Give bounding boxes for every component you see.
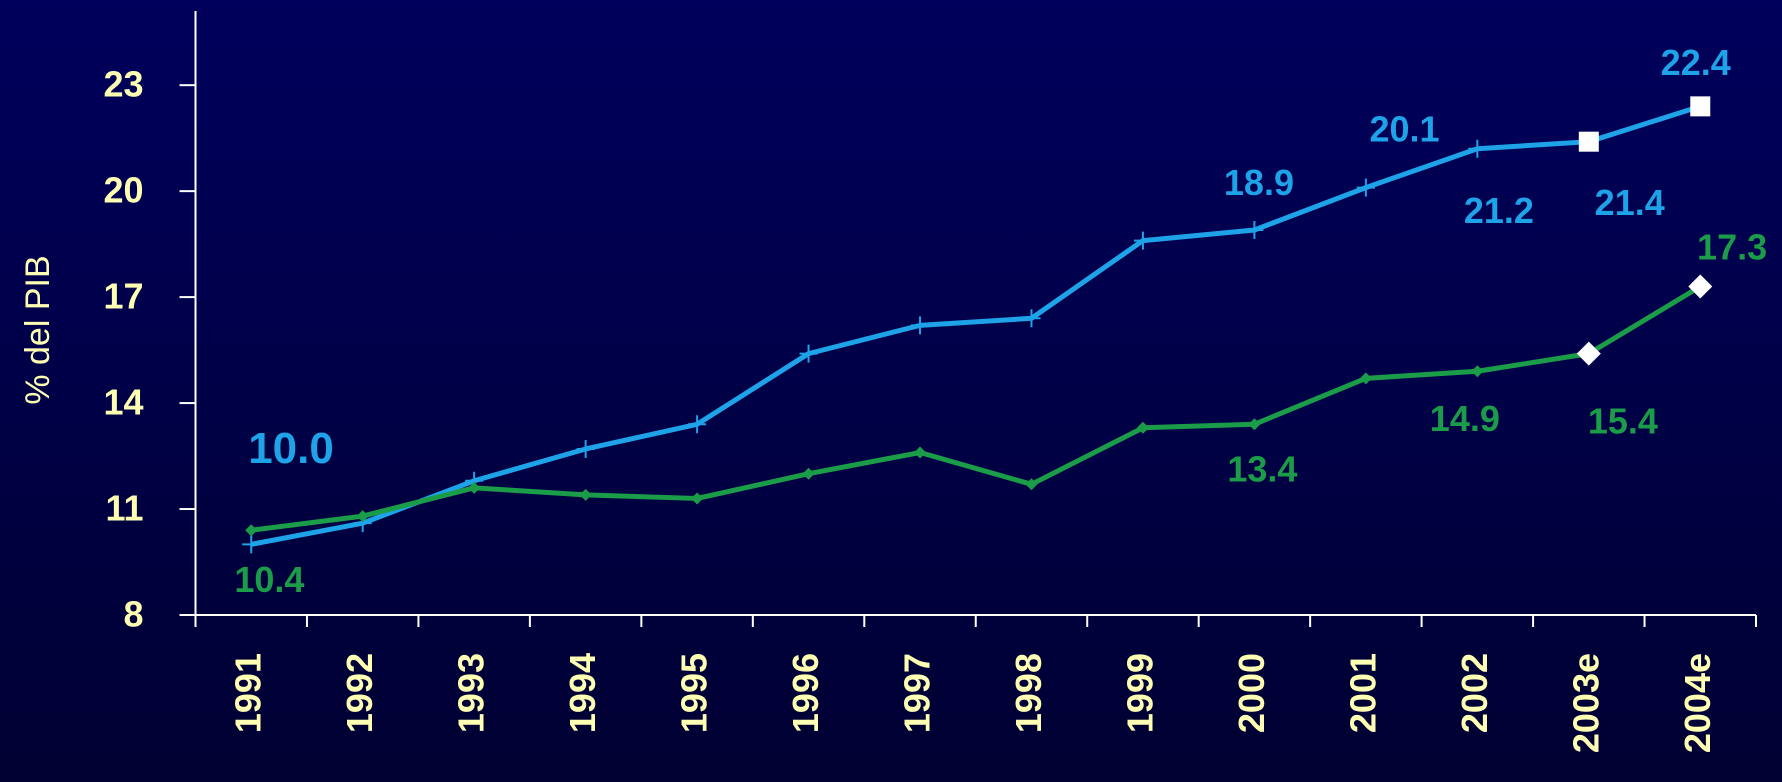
marker [1359, 372, 1372, 385]
marker [1025, 478, 1038, 491]
marker [356, 510, 369, 523]
marker [1471, 365, 1484, 378]
x-tick-label: 2003e [1565, 653, 1606, 753]
marker [914, 446, 927, 459]
data-label: 15.4 [1588, 401, 1658, 442]
x-tick-label: 2001 [1342, 653, 1383, 733]
x-tick-label: 1991 [228, 653, 269, 733]
marker [1022, 309, 1041, 328]
x-tick-label: 1997 [897, 653, 938, 733]
x-tick-label: 1993 [451, 653, 492, 733]
x-tick-label: 2002 [1454, 653, 1495, 733]
data-label: 18.9 [1224, 162, 1294, 203]
y-tick-label: 11 [105, 488, 143, 529]
marker [468, 481, 481, 494]
x-tick-label: 1995 [674, 653, 715, 733]
data-label: 21.4 [1595, 182, 1665, 223]
data-label: 21.2 [1464, 190, 1534, 231]
x-tick-label: 2004e [1677, 653, 1718, 753]
x-tick-label: 1999 [1119, 653, 1160, 733]
x-tick-label: 1998 [1008, 653, 1049, 733]
y-tick-label: 14 [103, 382, 143, 423]
data-label: 10.0 [248, 424, 334, 473]
marker [1468, 139, 1487, 158]
x-tick-label: 1996 [785, 653, 826, 733]
marker [1133, 231, 1152, 250]
y-axis-title: % del PIB [19, 255, 57, 404]
marker [576, 439, 595, 458]
data-label: 13.4 [1227, 449, 1297, 490]
marker [1245, 220, 1264, 239]
data-label: 10.4 [234, 559, 304, 600]
marker [1690, 96, 1711, 117]
series-line [250, 103, 1702, 547]
data-label: 20.1 [1369, 108, 1439, 149]
data-label: 14.9 [1430, 398, 1500, 439]
x-tick-label: 1994 [562, 653, 603, 733]
marker [1578, 131, 1599, 152]
y-tick-label: 23 [103, 64, 143, 105]
data-label: 22.4 [1661, 42, 1731, 83]
marker [1576, 341, 1601, 366]
marker [1356, 178, 1375, 197]
marker [688, 415, 707, 434]
marker [1248, 418, 1261, 431]
y-tick-label: 8 [123, 594, 143, 635]
marker [1136, 421, 1149, 434]
x-tick-label: 1992 [339, 653, 380, 733]
marker [802, 467, 815, 480]
marker [245, 524, 258, 537]
y-tick-label: 20 [103, 170, 143, 211]
marker [242, 535, 261, 554]
x-tick-label: 2000 [1231, 653, 1272, 733]
marker [579, 488, 592, 501]
y-tick-label: 17 [103, 276, 143, 317]
marker [799, 344, 818, 363]
marker [1688, 274, 1713, 299]
data-label: 17.3 [1697, 227, 1767, 268]
series-line [250, 284, 1702, 533]
marker [911, 316, 930, 335]
marker [691, 492, 704, 505]
